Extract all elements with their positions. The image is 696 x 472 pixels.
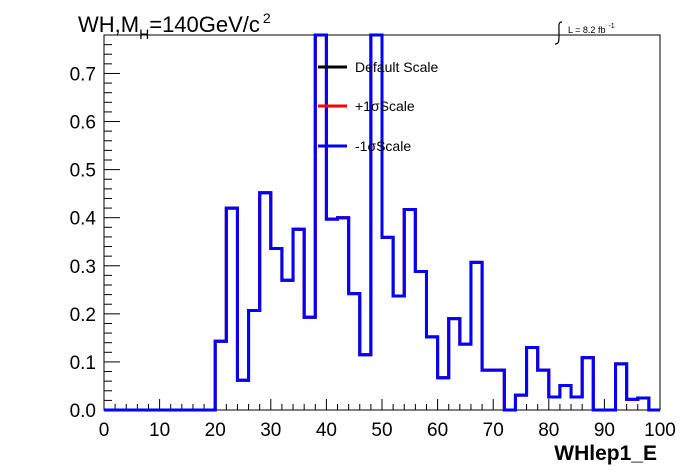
y-tick-label: 0.3 [70, 257, 96, 278]
lumi-text: L = 8.2 fb [568, 25, 605, 35]
x-tick-label: 10 [149, 420, 170, 441]
x-tick-label: 30 [260, 420, 281, 441]
y-tick-label: 0.5 [70, 161, 96, 182]
title-rest: =140GeV/c [149, 12, 260, 37]
lumi-label: L = 8.2 fb -1 [554, 21, 615, 45]
y-tick-label: 0.0 [70, 401, 96, 422]
y-tick-label: 0.1 [70, 353, 96, 374]
x-tick-label: 20 [205, 420, 226, 441]
x-tick-label: 0 [99, 420, 110, 441]
series-layer [104, 33, 660, 412]
x-tick-label: 70 [483, 420, 504, 441]
title-main: WH,M [78, 12, 139, 37]
x-tick-label: 60 [427, 420, 448, 441]
lumi-superscript: -1 [608, 23, 614, 30]
y-tick-label: 0.2 [70, 305, 96, 326]
integral-symbol [554, 21, 563, 45]
title-superscript: 2 [263, 10, 271, 26]
x-tick-label: 40 [316, 420, 337, 441]
y-tick-label: 0.4 [70, 209, 97, 230]
legend-label-2: -1σScale [355, 138, 411, 154]
svg-text:L = 8.2 fb-1: L = 8.2 fb -1 [568, 23, 615, 35]
x-tick-label: 100 [644, 420, 676, 441]
chart-title: WH,MH=140GeV/c 2 [78, 10, 271, 42]
y-tick-label: 0.6 [70, 113, 96, 134]
x-tick-label: 50 [371, 420, 392, 441]
x-axis-label: WHlep1_E [554, 442, 657, 465]
x-tick-label: 90 [594, 420, 615, 441]
y-tick-label: 0.7 [70, 64, 96, 85]
title-subscript: H [139, 26, 149, 42]
series-line-2 [104, 33, 660, 412]
legend: Default Scale +1σScale -1σScale [318, 59, 438, 154]
x-tick-label: 80 [538, 420, 559, 441]
axis-ticks: 0 10 20 30 40 50 60 70 80 90 100 0.0 0.1 0.2 0.3 0.4 0.5… [70, 34, 676, 441]
legend-label-1: +1σScale [355, 98, 415, 114]
legend-label-0: Default Scale [355, 59, 438, 75]
